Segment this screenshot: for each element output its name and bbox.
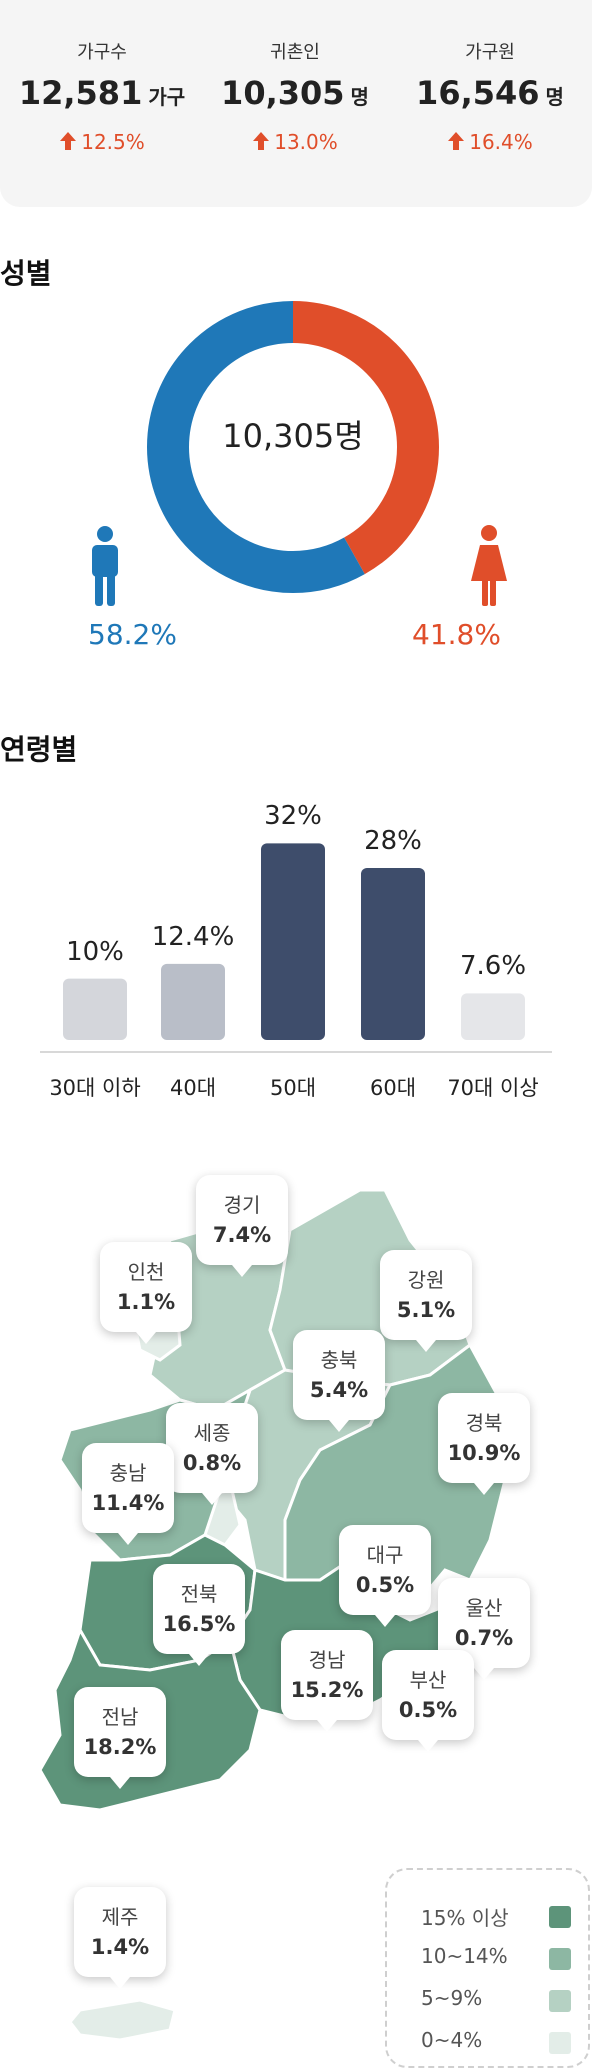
region-bubble-chungnam[interactable]: 충남 11.4%	[82, 1443, 174, 1545]
female-person-icon	[471, 525, 507, 606]
stat-members: 가구원 16,546 명 16.4%	[400, 38, 580, 158]
legend-swatch	[549, 1990, 571, 2012]
region-name: 대구	[366, 1543, 404, 1567]
region-value: 5.1%	[396, 1298, 456, 1322]
region-bubble-gyeonggi[interactable]: 경기 7.4%	[196, 1175, 288, 1277]
region-value: 18.2%	[83, 1735, 157, 1759]
region-value: 0.5%	[398, 1698, 458, 1722]
legend-label: 10~14%	[421, 1944, 508, 1968]
age-bar	[161, 963, 225, 1040]
region-value: 16.5%	[162, 1612, 236, 1636]
stat-change: 12.5%	[81, 130, 145, 154]
gender-section-title: 성별	[0, 257, 52, 290]
age-bar	[461, 993, 525, 1040]
region-name: 전북	[180, 1582, 218, 1606]
region-bubble-gangwon[interactable]: 강원 5.1%	[380, 1250, 472, 1352]
stat-value: 12,581	[18, 74, 143, 112]
region-bubble-jeju[interactable]: 제주 1.4%	[74, 1887, 166, 1989]
region-bubble-busan[interactable]: 부산 0.5%	[382, 1650, 474, 1752]
stat-unit: 명	[545, 85, 564, 109]
legend-swatch	[549, 1948, 571, 1970]
region-name: 인천	[127, 1260, 165, 1284]
legend-swatch	[549, 1906, 571, 1928]
region-bubble-sejong[interactable]: 세종 0.8%	[166, 1403, 258, 1505]
legend-item: 5~9%	[421, 1986, 571, 2016]
age-bar-value-label: 7.6%	[459, 951, 527, 982]
region-bubble-gyeongbuk[interactable]: 경북 10.9%	[438, 1393, 530, 1495]
region-value: 7.4%	[212, 1223, 272, 1247]
age-section-title: 연령별	[0, 733, 78, 766]
region-value: 0.7%	[454, 1626, 514, 1650]
age-category-label: 30대 이하	[49, 1076, 141, 1100]
legend-swatch	[549, 2032, 571, 2054]
region-name: 경북	[465, 1411, 503, 1435]
legend-item: 10~14%	[421, 1944, 571, 1974]
region-value: 10.9%	[447, 1441, 521, 1465]
region-bubble-jeonbuk[interactable]: 전북 16.5%	[153, 1564, 245, 1666]
arrow-up-icon	[253, 132, 270, 150]
region-bubble-incheon[interactable]: 인천 1.1%	[100, 1242, 192, 1344]
legend-label: 0~4%	[421, 2028, 483, 2052]
legend-label: 5~9%	[421, 1986, 483, 2010]
region-value: 1.1%	[116, 1290, 176, 1314]
legend-item: 15% 이상	[421, 1902, 571, 1932]
stat-change: 16.4%	[469, 130, 533, 154]
region-value: 11.4%	[91, 1491, 165, 1515]
region-bubble-chungbuk[interactable]: 충북 5.4%	[293, 1330, 385, 1432]
stat-label: 가구원	[465, 42, 515, 63]
stat-label: 가구수	[77, 42, 127, 63]
stat-value: 16,546	[416, 74, 540, 112]
arrow-up-icon	[60, 132, 77, 150]
stat-change: 13.0%	[274, 130, 338, 154]
region-value: 5.4%	[309, 1378, 369, 1402]
region-name: 부산	[409, 1668, 447, 1692]
stat-unit: 명	[350, 85, 369, 109]
region-name: 충남	[109, 1461, 147, 1485]
region-value: 0.5%	[355, 1573, 415, 1597]
arrow-up-icon	[448, 132, 465, 150]
stat-households: 가구수 12,581 가구 12.5%	[12, 38, 192, 158]
stat-value: 10,305	[221, 74, 345, 112]
region-bubble-gyeongnam[interactable]: 경남 15.2%	[281, 1630, 373, 1732]
region-value: 0.8%	[182, 1451, 242, 1475]
age-bar-value-label: 28%	[364, 826, 422, 856]
female-percent: 41.8%	[412, 618, 501, 651]
stat-returnees: 귀촌인 10,305 명 13.0%	[205, 38, 385, 158]
age-category-label: 50대	[269, 1076, 317, 1100]
age-category-label: 60대	[369, 1076, 417, 1100]
age-bar-value-label: 12.4%	[151, 921, 235, 952]
age-bar	[261, 843, 325, 1040]
male-person-icon	[92, 526, 118, 606]
age-category-label: 40대	[169, 1076, 217, 1100]
age-bar-chart: 10% 30대 이하 12.4% 40대 32% 50대 28% 60대 7.6% 70대 이상	[0, 770, 592, 1120]
region-name: 경기	[223, 1193, 261, 1217]
age-bar-value-label: 10%	[66, 936, 124, 967]
region-bubble-jeonnam[interactable]: 전남 18.2%	[74, 1687, 166, 1789]
stat-label: 귀촌인	[270, 42, 320, 63]
map-region-jeju[interactable]	[68, 1998, 177, 2042]
legend-item: 0~4%	[421, 2028, 571, 2058]
region-name: 충북	[320, 1348, 358, 1372]
region-name: 제주	[101, 1905, 139, 1929]
region-name: 경남	[308, 1648, 346, 1672]
donut-total-label: 10,305명	[222, 417, 363, 455]
age-category-label: 70대 이상	[447, 1076, 539, 1100]
stat-unit: 가구	[148, 85, 186, 109]
region-name: 울산	[465, 1596, 503, 1620]
region-value: 1.4%	[90, 1935, 150, 1959]
region-value: 15.2%	[290, 1678, 364, 1702]
summary-card: 가구수 12,581 가구 12.5% 귀촌인 10,305 명 13.0% 가구원…	[0, 0, 592, 207]
age-bar-value-label: 32%	[264, 801, 322, 832]
region-name: 강원	[407, 1268, 445, 1292]
gender-donut-chart: 10,305명	[147, 301, 439, 593]
age-bar	[361, 868, 425, 1040]
region-name: 전남	[101, 1705, 139, 1729]
age-bar	[63, 978, 127, 1040]
map-legend: 15% 이상 10~14% 5~9% 0~4%	[385, 1868, 590, 2068]
legend-label: 15% 이상	[421, 1906, 509, 1930]
region-bubble-daegu[interactable]: 대구 0.5%	[339, 1525, 431, 1627]
region-name: 세종	[193, 1421, 231, 1445]
male-percent: 58.2%	[88, 618, 177, 651]
donut-slice-male	[147, 301, 439, 593]
